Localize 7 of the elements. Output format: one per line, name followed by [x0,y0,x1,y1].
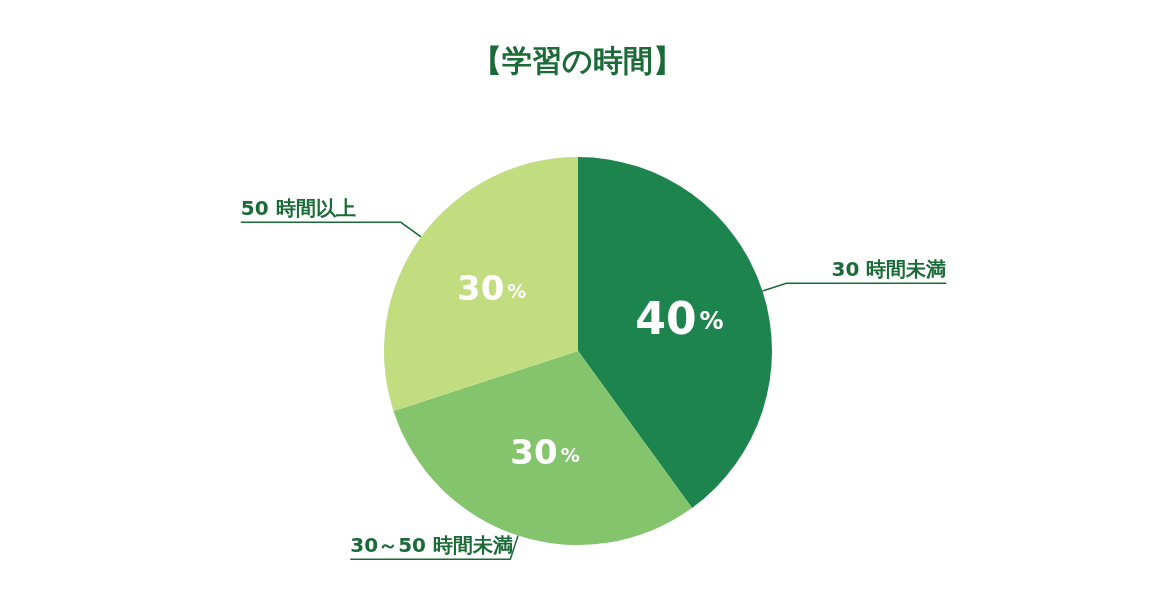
data-label: 30% [510,432,580,473]
data-label: 40% [635,292,724,344]
slice-label: 30 時間未満 [831,257,947,282]
chart-title: 【学習の時間】 [472,42,683,78]
slice-label: 30～50 時間未満 [350,533,513,558]
data-label: 30% [457,268,527,309]
slice-label: 50 時間以上 [240,196,356,221]
